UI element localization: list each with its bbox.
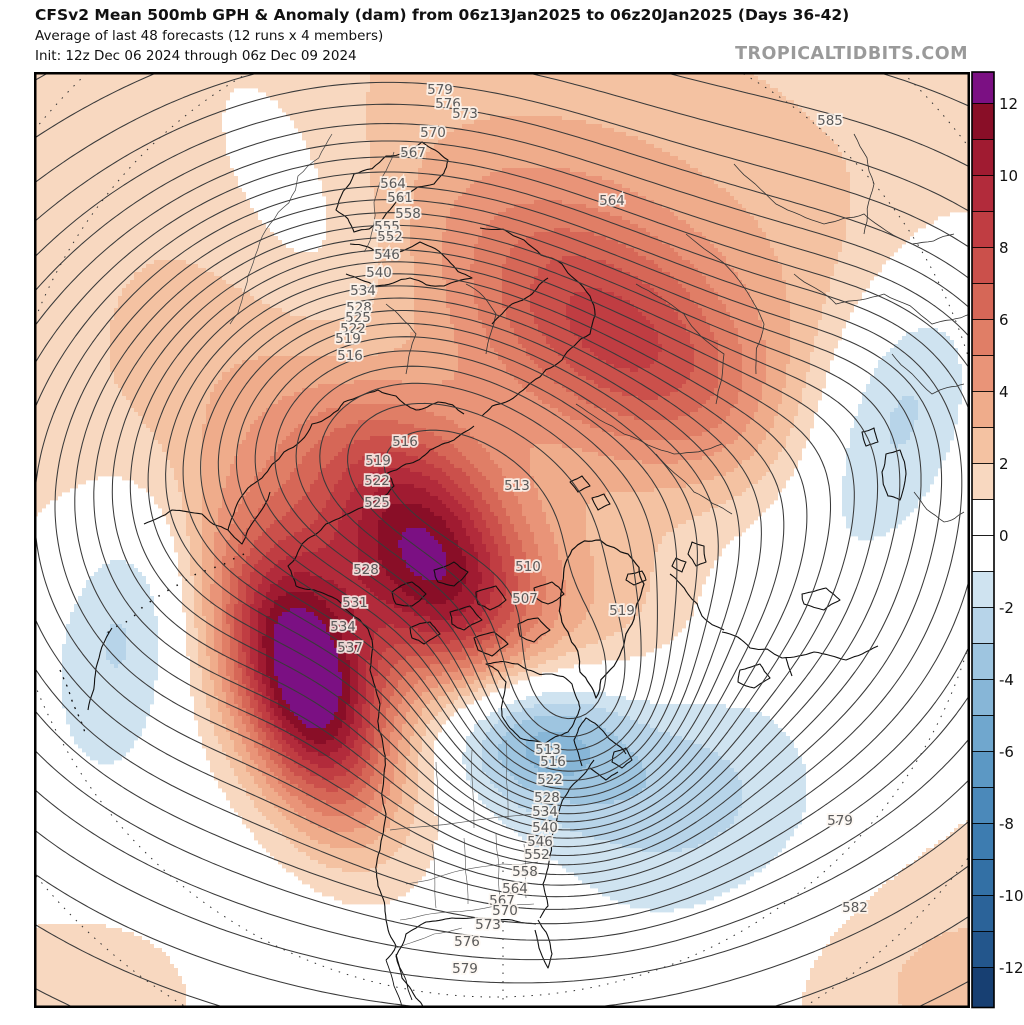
contour-label: 522: [364, 473, 390, 489]
contour-label: 579: [427, 82, 453, 98]
watermark: TROPICALTIDBITS.COM: [735, 44, 968, 64]
subtitle: Average of last 48 forecasts (12 runs x …: [35, 28, 384, 44]
colorbar-tick-labels: 12 10 8 6 4 2 0 -2 -4 -6 -8 -10 -12: [999, 95, 1024, 977]
contour-label: 519: [365, 453, 391, 469]
contour-label: 567: [489, 893, 515, 909]
contour-label: 534: [532, 804, 558, 820]
contour-label: 573: [475, 917, 501, 933]
contour-label: 516: [392, 434, 418, 450]
contour-label: 570: [420, 125, 446, 141]
contour-label: 516: [540, 754, 566, 770]
colorbar-tick: -10: [999, 887, 1024, 905]
colorbar-tick: -4: [999, 671, 1014, 689]
contour-label: 579: [827, 813, 853, 829]
contour-label: 522: [537, 772, 563, 788]
colorbar-segments: [971, 71, 995, 1008]
contour-label: 546: [527, 834, 553, 850]
colorbar: 12 10 8 6 4 2 0 -2 -4 -6 -8 -10 -12: [966, 64, 1024, 1016]
contour-label: 570: [492, 903, 518, 919]
contour-label: 540: [532, 820, 558, 836]
contour-label: 576: [435, 96, 461, 112]
map-canvas: 579 576 573 570 567 564 561 558 555 552 546 540 534 5…: [34, 72, 970, 1008]
init-line: Init: 12z Dec 06 2024 through 06z Dec 09…: [35, 48, 357, 64]
coastlines: [59, 133, 907, 1008]
contour-label: 534: [330, 619, 356, 635]
colorbar-tick: -2: [999, 599, 1014, 617]
contour-label: 513: [504, 478, 530, 494]
contour-label: 585: [817, 113, 843, 129]
contour-label: 576: [454, 934, 480, 950]
colorbar-tick: 4: [999, 383, 1009, 401]
colorbar-tick: 0: [999, 527, 1009, 545]
contour-label: 513: [535, 742, 561, 758]
contour-label: 525: [345, 310, 371, 326]
colorbar-tick: -12: [999, 959, 1024, 977]
contour-label: 552: [377, 229, 403, 245]
contour-label: 519: [609, 603, 635, 619]
contour-label: 519: [335, 331, 361, 347]
contour-label: 507: [512, 591, 538, 607]
contour-label: 528: [346, 300, 372, 316]
contour-label: 582: [842, 900, 868, 916]
contour-label: 564: [599, 193, 625, 209]
contour-label: 558: [395, 206, 421, 222]
contour-label: 552: [524, 847, 550, 863]
colorbar-tick: -6: [999, 743, 1014, 761]
colorbar-scale: 12 10 8 6 4 2 0 -2 -4 -6 -8 -10 -12: [971, 71, 1024, 1009]
contour-label: 555: [374, 219, 400, 235]
contour-label-layer: 5795765735705675645615585555525465405345…: [328, 80, 869, 979]
contour-label: 531: [342, 595, 368, 611]
contour-label: 510: [515, 559, 541, 575]
colorbar-tick: 2: [999, 455, 1009, 473]
contour-label: 516: [337, 348, 363, 364]
colorbar-tick: 10: [999, 167, 1018, 185]
contour-label: 540: [366, 265, 392, 281]
contour-label: 567: [400, 145, 426, 161]
country-borders: [385, 133, 970, 949]
contour-label: 534: [350, 283, 376, 299]
contour-label: 528: [534, 790, 560, 806]
contour-label: 564: [502, 881, 528, 897]
contour-label: 537: [337, 640, 363, 656]
map-border: [34, 72, 970, 1008]
colorbar-tick: 12: [999, 95, 1018, 113]
contour-label: 579: [452, 961, 478, 977]
colorbar-tick: -8: [999, 815, 1014, 833]
contour-label: 558: [512, 864, 538, 880]
contour-label: 573: [452, 106, 478, 122]
contour-label: 525: [364, 495, 390, 511]
colorbar-tick: 8: [999, 239, 1009, 257]
contour-label: 528: [353, 562, 379, 578]
colorbar-tick: 6: [999, 311, 1009, 329]
contour-lines: [34, 72, 970, 1008]
page-title: CFSv2 Mean 500mb GPH & Anomaly (dam) fro…: [35, 6, 850, 24]
contour-map: 5795765735705675645615585555525465405345…: [34, 72, 970, 1008]
contour-label: 522: [340, 321, 366, 337]
contour-label: 561: [387, 190, 413, 206]
contour-label: 564: [380, 176, 406, 192]
contour-label: 546: [374, 247, 400, 263]
